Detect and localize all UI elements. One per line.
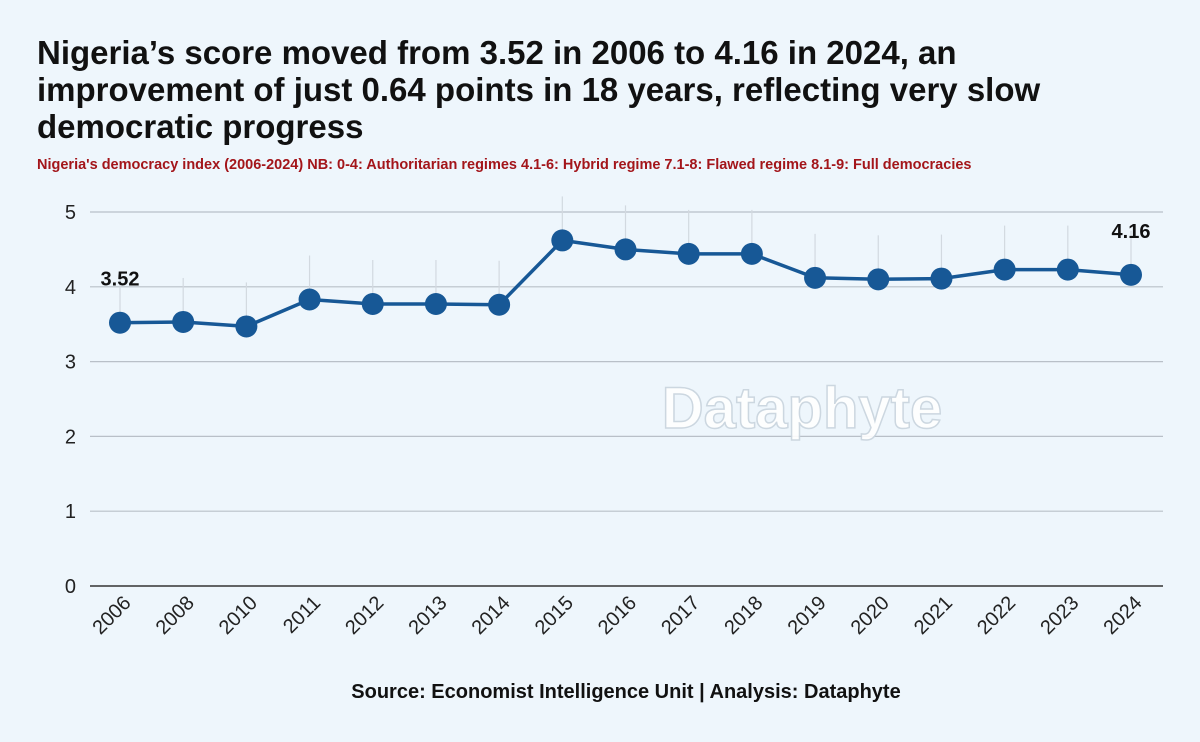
x-tick-label: 2022 — [973, 592, 1020, 639]
watermark-text: Dataphyte — [662, 376, 942, 441]
y-tick-label: 2 — [65, 426, 76, 448]
x-tick-label: 2016 — [594, 592, 641, 639]
data-point — [424, 293, 447, 316]
data-point — [930, 267, 953, 290]
point-stems — [119, 196, 1132, 327]
x-tick-label: 2014 — [468, 592, 515, 639]
gridlines — [90, 211, 1163, 587]
data-point — [172, 310, 195, 333]
x-tick-label: 2015 — [531, 592, 578, 639]
data-point — [1120, 263, 1142, 286]
y-axis-ticks: 0 1 2 3 4 5 — [65, 202, 76, 598]
y-tick-label: 0 — [65, 576, 76, 598]
y-tick-label: 5 — [65, 202, 76, 224]
data-point — [740, 242, 763, 265]
x-tick-label: 2013 — [404, 592, 451, 639]
data-point — [1056, 258, 1079, 281]
source-caption: Source: Economist Intelligence Unit | An… — [351, 681, 901, 703]
x-tick-label: 2010 — [215, 592, 262, 639]
x-tick-label: 2008 — [152, 592, 199, 639]
chart-title: Nigeria’s score moved from 3.52 in 2006 … — [37, 34, 1041, 145]
data-point — [677, 242, 700, 265]
y-tick-label: 4 — [65, 277, 76, 299]
x-tick-label: 2018 — [720, 592, 767, 639]
x-tick-label: 2020 — [847, 592, 894, 639]
x-tick-label: 2023 — [1036, 592, 1083, 639]
data-point — [993, 258, 1016, 281]
data-point — [361, 293, 384, 316]
x-tick-label: 2017 — [657, 592, 704, 639]
y-tick-label: 1 — [65, 501, 76, 523]
data-label: 4.16 — [1112, 221, 1151, 243]
data-point — [867, 268, 890, 291]
data-labels: 3.52 4.16 — [101, 221, 1151, 291]
chart-subtitle: Nigeria's democracy index (2006-2024) NB… — [37, 157, 972, 173]
x-axis-ticks: 2006 2008 2010 2011 2012 2013 2014 2015 2016 2017… — [89, 592, 1147, 639]
x-tick-label: 2006 — [89, 592, 136, 639]
y-tick-label: 3 — [65, 352, 76, 374]
data-point — [488, 293, 511, 316]
data-point — [804, 266, 827, 289]
x-tick-label: 2019 — [784, 592, 831, 639]
data-point — [298, 288, 321, 311]
data-points — [109, 229, 1142, 338]
data-point — [614, 238, 637, 261]
data-point — [235, 315, 258, 338]
x-tick-label: 2011 — [279, 592, 325, 638]
x-tick-label: 2024 — [1100, 592, 1147, 639]
data-label: 3.52 — [101, 269, 140, 291]
x-tick-label: 2012 — [341, 592, 388, 639]
data-point — [551, 229, 574, 252]
x-tick-label: 2021 — [910, 592, 957, 639]
data-point — [109, 311, 131, 334]
